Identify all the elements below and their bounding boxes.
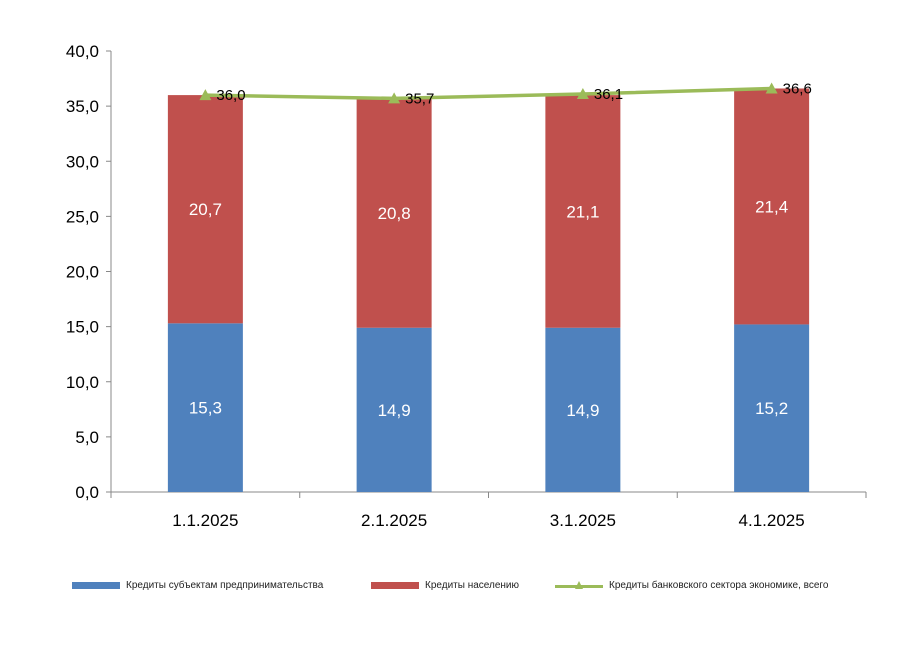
bar-business	[734, 324, 810, 492]
y-tick-label: 5,0	[75, 428, 99, 447]
data-label-total: 36,6	[783, 80, 812, 97]
data-label-business: 15,3	[189, 399, 222, 418]
data-label-population: 20,7	[189, 200, 222, 219]
y-axis: 0,0 5,0 10,0 15,0 20,0 25,0 30,0 35,0 40,0	[66, 42, 112, 502]
y-tick-label: 40,0	[66, 42, 99, 61]
bar-population	[356, 98, 432, 328]
x-tick-label: 3.1.2025	[550, 511, 616, 530]
data-label-total: 36,1	[594, 86, 623, 103]
data-label-population: 21,1	[566, 202, 599, 221]
data-label-population: 20,8	[378, 204, 411, 223]
y-tick-label: 35,0	[66, 97, 99, 116]
bar-population	[167, 95, 243, 324]
legend-swatch-business	[72, 582, 120, 589]
legend-label-population: Кредиты населению	[425, 580, 520, 591]
legend-swatch-total	[555, 580, 603, 591]
total-line	[205, 86, 772, 101]
x-tick-label: 4.1.2025	[739, 511, 805, 530]
legend: Кредиты субъектам предпринимательства Кр…	[0, 580, 924, 600]
legend-item-total: Кредиты банковского сектора экономике, в…	[555, 580, 828, 591]
x-tick-label: 2.1.2025	[361, 511, 427, 530]
data-label-total: 36,0	[216, 87, 245, 104]
y-tick-label: 30,0	[66, 152, 99, 171]
legend-swatch-population	[371, 582, 419, 589]
y-tick-label: 15,0	[66, 318, 99, 337]
total-marker	[199, 89, 212, 101]
y-tick-label: 10,0	[66, 373, 99, 392]
legend-item-population: Кредиты населению	[371, 580, 519, 591]
x-axis: 1.1.2025 2.1.2025 3.1.2025 4.1.2025	[110, 491, 867, 530]
legend-label-business: Кредиты субъектам предпринимательства	[126, 580, 324, 591]
data-label-business: 14,9	[378, 401, 411, 420]
bar-business	[167, 323, 243, 492]
bar-population	[545, 95, 621, 328]
data-label-business: 15,2	[755, 399, 788, 418]
data-label-total: 35,7	[405, 90, 434, 107]
x-tick-label: 1.1.2025	[172, 511, 238, 530]
data-label-business: 14,9	[566, 401, 599, 420]
legend-label-total: Кредиты банковского сектора экономике, в…	[609, 580, 829, 591]
y-tick-label: 25,0	[66, 207, 99, 226]
total-marker	[765, 82, 778, 94]
bars-group: 15,3 20,7 14,9 20,8 14,9 21,1 15,2 21,4	[167, 88, 810, 492]
bar-population	[734, 88, 810, 325]
total-marker	[576, 87, 589, 99]
bar-business	[356, 327, 432, 492]
total-marker	[388, 92, 401, 104]
data-label-population: 21,4	[755, 197, 788, 216]
y-tick-label: 0,0	[75, 483, 99, 502]
legend-item-business: Кредиты субъектам предпринимательства	[72, 580, 323, 591]
total-line-group: 36,0 35,7 36,1 36,6	[199, 80, 812, 107]
bar-business	[545, 327, 621, 492]
y-tick-label: 20,0	[66, 263, 99, 282]
